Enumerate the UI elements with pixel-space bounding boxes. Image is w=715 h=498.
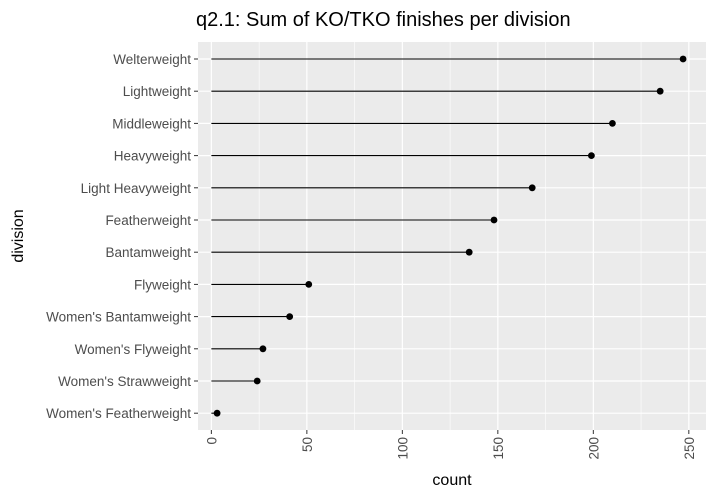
y-tick-label: Women's Bantamweight [46, 310, 191, 325]
chart-title: q2.1: Sum of KO/TKO finishes per divisio… [196, 9, 571, 31]
lollipop-point [286, 313, 294, 320]
y-tick-label: Heavyweight [114, 149, 192, 164]
y-axis-category-labels: Welterweight Lightweight Middleweight Heavy… [46, 52, 191, 421]
y-tick-label: Bantamweight [105, 245, 191, 260]
lollipop-point [609, 120, 616, 127]
x-tick-label: 0 [204, 437, 219, 445]
y-tick-label: Women's Featherweight [46, 406, 191, 421]
lollipop-point [253, 377, 261, 385]
lollipop-stems [211, 58, 684, 414]
plot-panel [198, 42, 706, 430]
lollipop-point [679, 55, 687, 63]
y-axis-ticks [194, 58, 198, 414]
lollipop-point [588, 152, 595, 160]
x-axis-title: count [432, 472, 472, 489]
lollipop-point [528, 184, 536, 192]
y-axis-title: division [10, 209, 27, 262]
x-tick-label: 100 [395, 437, 410, 460]
lollipop-point [305, 281, 313, 288]
lollipop-point [259, 345, 267, 353]
lollipop-point [490, 216, 498, 224]
x-axis-ticks [210, 430, 690, 434]
y-tick-label: Middleweight [112, 116, 191, 131]
x-tick-label: 150 [491, 437, 506, 460]
x-tick-label: 200 [586, 437, 601, 460]
lollipop-point [656, 87, 664, 95]
y-tick-label: Light Heavyweight [81, 181, 192, 196]
y-tick-label: Lightweight [123, 84, 192, 99]
x-tick-label: 250 [682, 437, 697, 460]
lollipop-point [213, 409, 221, 417]
y-tick-label: Welterweight [113, 52, 191, 67]
x-tick-label: 50 [300, 437, 315, 452]
lollipop-points [213, 55, 687, 417]
x-axis-tick-labels: 0 50 100 150 200 250 [204, 437, 696, 460]
y-tick-label: Flyweight [134, 277, 191, 292]
y-tick-label: Women's Strawweight [58, 374, 191, 389]
minor-gridlines [258, 42, 642, 430]
lollipop-point [465, 248, 473, 256]
y-tick-label: Women's Flyweight [75, 342, 192, 357]
y-tick-label: Featherweight [105, 213, 191, 228]
